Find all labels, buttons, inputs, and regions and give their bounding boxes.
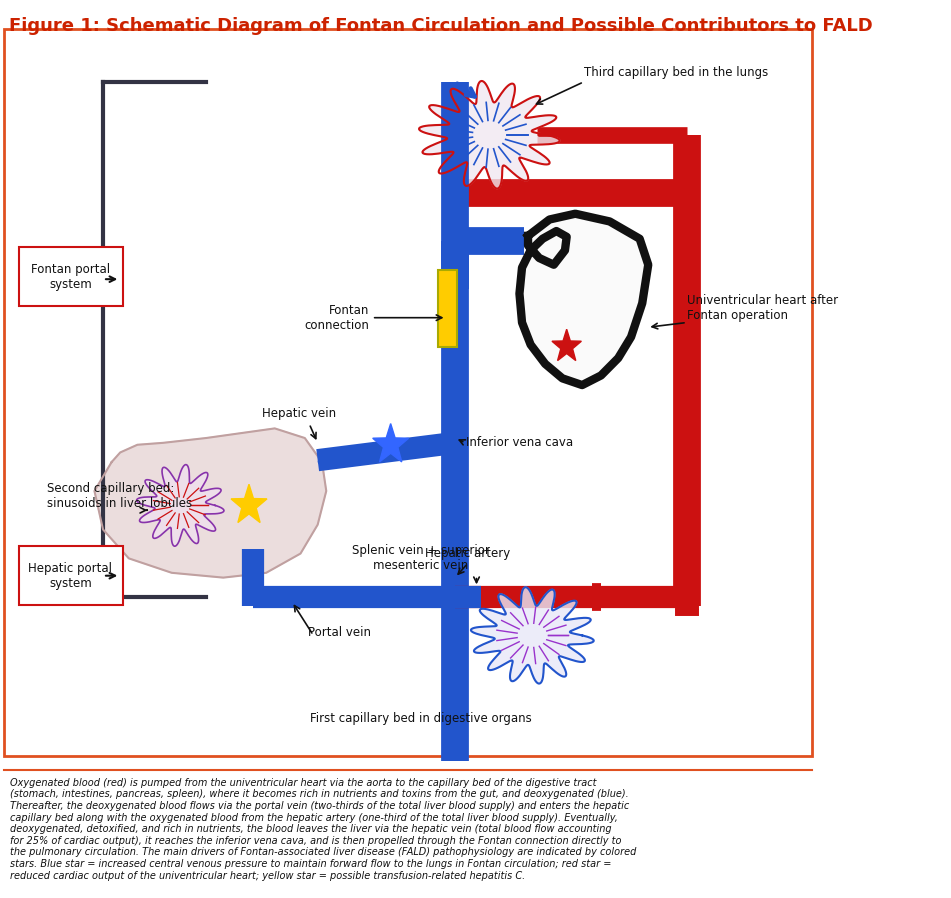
Text: Third capillary bed in the lungs: Third capillary bed in the lungs (584, 66, 768, 79)
Text: Splenic vein + superior
mesenteric vein: Splenic vein + superior mesenteric vein (352, 544, 490, 572)
Polygon shape (94, 428, 326, 577)
Text: Hepatic artery: Hepatic artery (425, 547, 511, 560)
FancyBboxPatch shape (437, 269, 456, 347)
Polygon shape (419, 81, 560, 189)
Text: Univentricular heart after
Fontan operation: Univentricular heart after Fontan operat… (687, 294, 838, 322)
Text: Portal vein: Portal vein (307, 626, 371, 638)
Text: Fontan
connection: Fontan connection (304, 304, 369, 331)
Polygon shape (231, 484, 267, 523)
Text: Fontan portal
system: Fontan portal system (30, 263, 110, 291)
Text: Oxygenated blood (red) is pumped from the univentricular heart via the aorta to : Oxygenated blood (red) is pumped from th… (10, 778, 636, 881)
Text: Hepatic portal
system: Hepatic portal system (29, 561, 112, 590)
Polygon shape (519, 214, 649, 385)
Polygon shape (552, 330, 581, 361)
Polygon shape (373, 424, 409, 462)
Text: Hepatic vein: Hepatic vein (262, 408, 336, 420)
Text: Figure 1: Schematic Diagram of Fontan Circulation and Possible Contributors to F: Figure 1: Schematic Diagram of Fontan Ci… (9, 17, 872, 35)
Polygon shape (471, 587, 593, 683)
Polygon shape (137, 464, 224, 546)
FancyBboxPatch shape (19, 248, 123, 306)
FancyBboxPatch shape (19, 546, 123, 604)
Text: Second capillary bed:
sinusoids in liver lobules: Second capillary bed: sinusoids in liver… (48, 482, 192, 510)
Text: Inferior vena cava: Inferior vena cava (466, 436, 573, 449)
Text: First capillary bed in digestive organs: First capillary bed in digestive organs (310, 712, 532, 726)
